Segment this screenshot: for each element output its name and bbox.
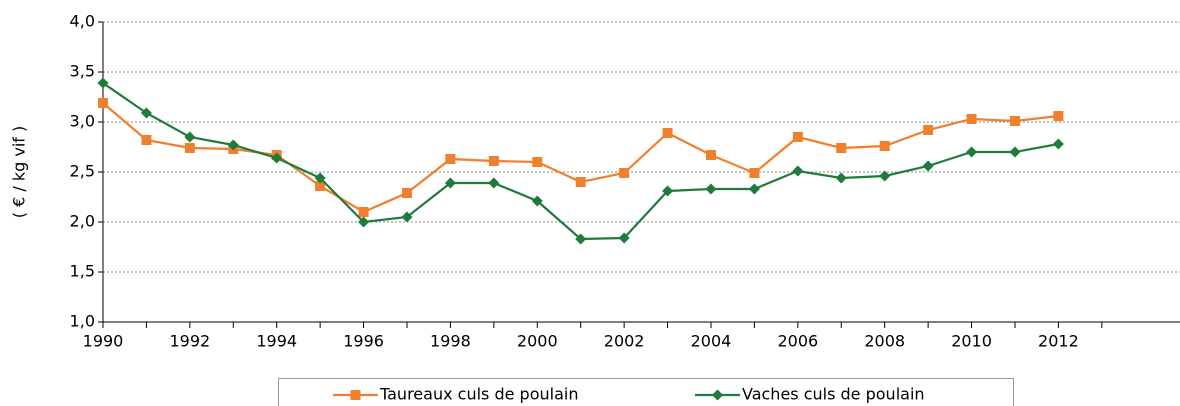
marker (836, 143, 847, 153)
x-tick-label: 2004 (691, 332, 732, 351)
x-tick-label: 2010 (951, 332, 992, 351)
marker (315, 181, 326, 191)
marker (575, 233, 587, 245)
marker (575, 177, 586, 187)
marker (227, 139, 239, 151)
marker (271, 152, 283, 164)
marker (705, 183, 717, 195)
y-tick-label: 2,5 (70, 162, 95, 181)
marker (923, 125, 934, 135)
legend-label: Vaches culs de poulain (742, 385, 925, 404)
marker (184, 131, 196, 143)
marker (619, 168, 630, 178)
marker (618, 232, 630, 244)
marker (879, 170, 891, 182)
x-tick-label: 1994 (256, 332, 297, 351)
x-tick-label: 1996 (343, 332, 384, 351)
x-tick-label: 1998 (430, 332, 471, 351)
marker (922, 160, 934, 172)
marker (314, 172, 326, 184)
legend-label: Taureaux culs de poulain (379, 385, 578, 404)
marker (749, 168, 760, 178)
marker (748, 183, 760, 195)
marker (358, 216, 370, 228)
marker (966, 114, 977, 124)
y-tick-label: 1,5 (70, 262, 95, 281)
marker (1053, 111, 1064, 121)
x-tick-label: 2006 (777, 332, 818, 351)
marker (532, 157, 543, 167)
marker (1052, 138, 1064, 150)
marker (401, 188, 412, 198)
marker (1009, 116, 1020, 126)
marker (662, 185, 674, 197)
x-tick-label: 2002 (604, 332, 645, 351)
series-line (102, 82, 1059, 241)
marker (141, 135, 152, 145)
legend: Taureaux culs de poulain Vaches culs de p… (278, 378, 1014, 406)
marker (835, 172, 847, 184)
y-tick-label: 3,0 (70, 112, 95, 131)
series-line (102, 102, 1059, 214)
marker (97, 77, 109, 89)
marker (98, 98, 108, 108)
marker (488, 177, 500, 189)
marker (792, 132, 803, 142)
x-tick-label: 2008 (864, 332, 905, 351)
y-axis-label: ( € / kg vif ) (10, 126, 29, 218)
marker (401, 211, 413, 223)
x-tick-label: 2012 (1038, 332, 1079, 351)
x-tick-label: 1990 (83, 332, 124, 351)
marker (445, 154, 456, 164)
marker (488, 156, 499, 166)
marker (444, 177, 456, 189)
marker (966, 146, 978, 158)
legend-marker (712, 389, 723, 401)
marker (531, 195, 543, 207)
y-tick-label: 3,5 (70, 62, 95, 81)
marker (879, 141, 890, 151)
x-tick-label: 2000 (517, 332, 558, 351)
y-tick-label: 2,0 (70, 212, 95, 231)
marker (1009, 146, 1021, 158)
marker (358, 207, 369, 217)
marker (705, 150, 716, 160)
y-tick-label: 1,0 (70, 312, 95, 331)
marker (184, 143, 195, 153)
marker (140, 107, 152, 119)
legend-marker (350, 390, 361, 400)
y-tick-label: 4,0 (70, 12, 95, 31)
marker (662, 128, 673, 138)
legend-box (278, 378, 1014, 406)
marker (792, 165, 804, 177)
x-tick-label: 1992 (169, 332, 210, 351)
